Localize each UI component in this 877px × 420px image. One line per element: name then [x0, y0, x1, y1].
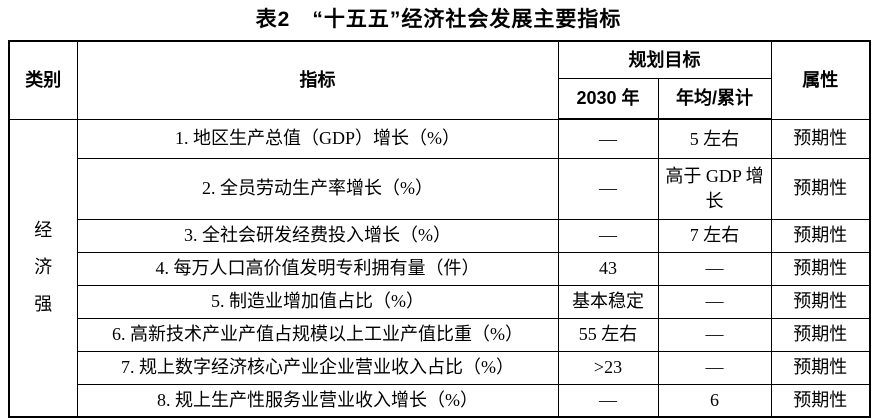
target-2030-cell: — [557, 118, 659, 159]
attribute-cell: 预期性 [770, 157, 871, 220]
indicator-cell: 1. 地区生产总值（GDP）增长（%） [76, 118, 559, 159]
table-row: 2. 全员劳动生产率增长（%） — 高于 GDP 增长 预期性 [9, 157, 871, 220]
annual-cumulative-cell: 高于 GDP 增长 [657, 157, 772, 220]
attribute-cell: 预期性 [770, 350, 871, 385]
annual-cumulative-cell: 7 左右 [657, 218, 772, 253]
indicator-cell: 4. 每万人口高价值发明专利拥有量（件） [76, 251, 559, 286]
table-row: 7. 规上数字经济核心产业企业营业收入占比（%） >23 — 预期性 [9, 350, 871, 385]
header-indicator: 指标 [76, 40, 559, 120]
annual-cumulative-cell: — [657, 284, 772, 319]
indicators-table: 类别 指标 规划目标 属性 2030 年 年均/累计 经济强 1. 地区生产总值… [8, 40, 871, 418]
annual-cumulative-cell: — [657, 251, 772, 286]
header-attribute: 属性 [770, 40, 871, 120]
table-row: 经济强 1. 地区生产总值（GDP）增长（%） — 5 左右 预期性 [8, 118, 871, 418]
attribute-cell: 预期性 [770, 218, 871, 253]
attribute-cell: 预期性 [770, 251, 871, 286]
target-2030-cell: 55 左右 [557, 317, 659, 352]
annual-cumulative-cell: — [657, 350, 772, 385]
table-row: 5. 制造业增加值占比（%） 基本稳定 — 预期性 [9, 284, 871, 319]
attribute-cell: 预期性 [770, 317, 871, 352]
header-row-sub: 2030 年 年均/累计 [9, 77, 870, 120]
target-2030-cell: 43 [557, 251, 659, 286]
indicator-cell: 5. 制造业增加值占比（%） [76, 284, 559, 319]
indicator-cell: 3. 全社会研发经费投入增长（%） [76, 218, 559, 253]
category-cell: 经济强 [8, 118, 78, 418]
table-row: 6. 高新技术产业产值占规模以上工业产值比重（%） 55 左右 — 预期性 [9, 317, 871, 352]
attribute-cell: 预期性 [770, 284, 871, 319]
table-row: 8. 规上生产性服务业营业收入增长（%） — 6 预期性 [9, 383, 871, 418]
attribute-cell: 预期性 [770, 118, 871, 159]
category-label: 经济强 [34, 220, 53, 315]
table-row: 4. 每万人口高价值发明专利拥有量（件） 43 — 预期性 [9, 251, 871, 286]
target-2030-cell: 基本稳定 [557, 284, 659, 319]
table-title: 表2 “十五五”经济社会发展主要指标 [255, 8, 622, 31]
header-annual-cumulative: 年均/累计 [657, 77, 772, 120]
annual-cumulative-cell: 6 [657, 383, 772, 418]
attribute-cell: 预期性 [770, 383, 871, 418]
table-row: 3. 全社会研发经费投入增长（%） — 7 左右 预期性 [9, 218, 871, 253]
indicator-cell: 2. 全员劳动生产率增长（%） [76, 157, 559, 220]
indicator-cell: 6. 高新技术产业产值占规模以上工业产值比重（%） [76, 317, 559, 352]
header-2030: 2030 年 [557, 77, 659, 120]
target-2030-cell: — [557, 383, 659, 418]
target-2030-cell: >23 [557, 350, 659, 385]
annual-cumulative-cell: — [657, 317, 772, 352]
header-row-top: 类别 指标 规划目标 属性 [8, 40, 871, 120]
indicator-cell: 7. 规上数字经济核心产业企业营业收入占比（%） [76, 350, 559, 385]
indicator-cell: 8. 规上生产性服务业营业收入增长（%） [76, 383, 559, 418]
target-2030-cell: — [557, 157, 659, 220]
annual-cumulative-cell: 5 左右 [657, 118, 772, 159]
header-plan-target: 规划目标 [557, 40, 772, 79]
target-2030-cell: — [557, 218, 659, 253]
header-category: 类别 [8, 40, 78, 120]
